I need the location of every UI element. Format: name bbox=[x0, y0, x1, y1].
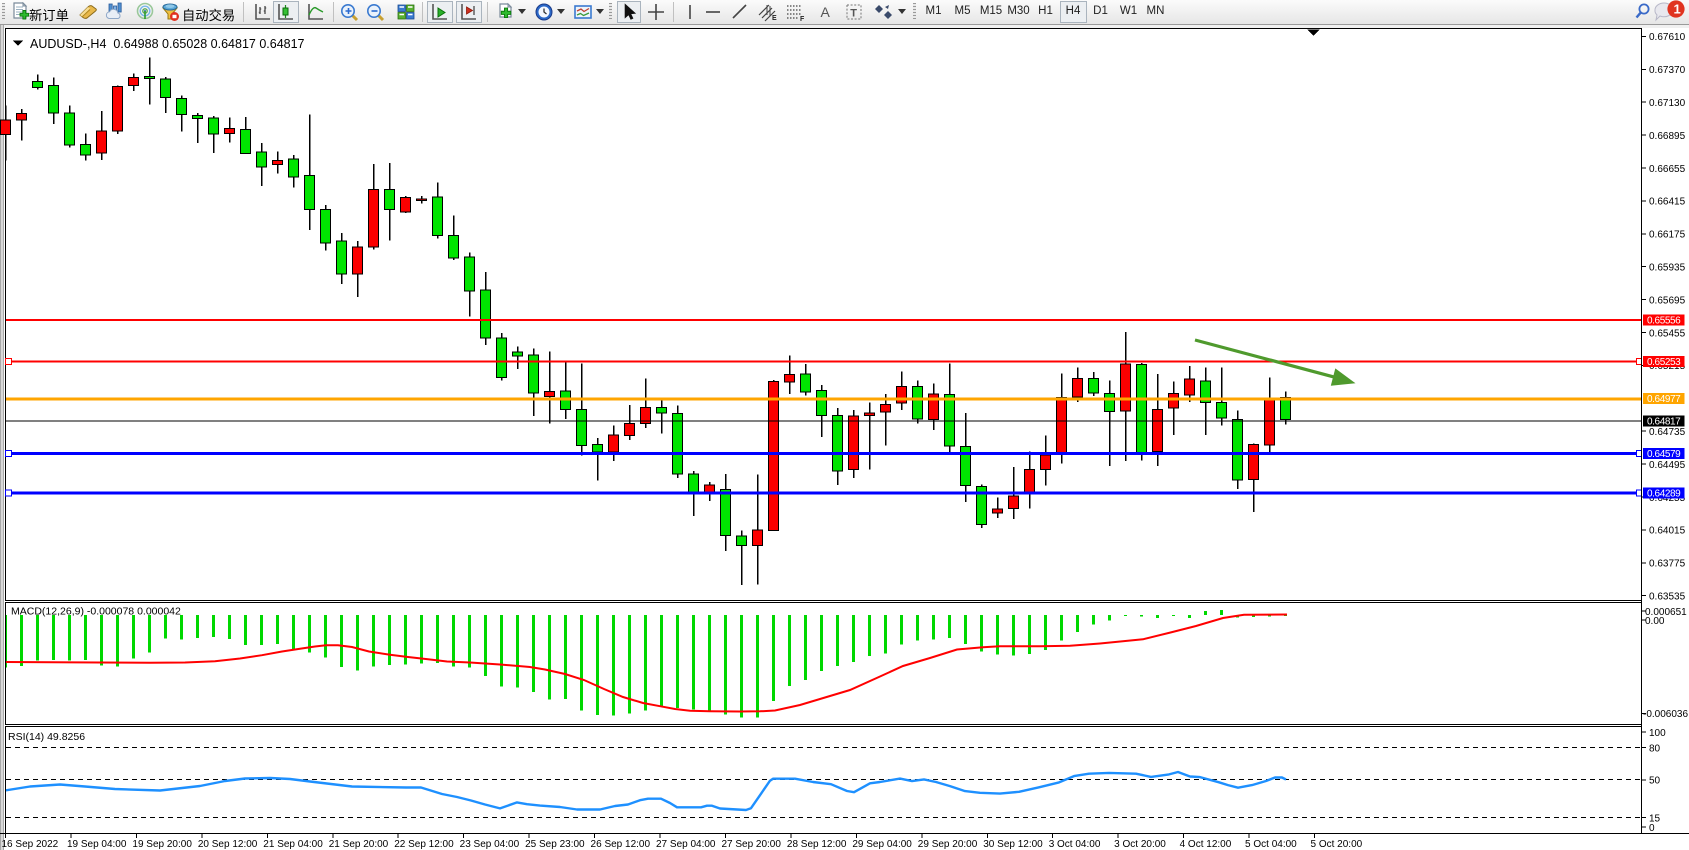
svg-text:MACD(12,26,9) -0.000078 0.0000: MACD(12,26,9) -0.000078 0.000042 bbox=[11, 606, 181, 618]
svg-text:E: E bbox=[772, 15, 777, 22]
svg-text:F: F bbox=[800, 16, 805, 22]
svg-text:AUDUSD-,H4 0.64988 0.65028 0.: AUDUSD-,H4 0.64988 0.65028 0.64817 0.648… bbox=[30, 37, 305, 51]
svg-text:0.67130: 0.67130 bbox=[1649, 98, 1686, 109]
svg-text:0: 0 bbox=[1649, 823, 1655, 834]
svg-text:0.64735: 0.64735 bbox=[1649, 427, 1686, 438]
svg-text:4 Oct 12:00: 4 Oct 12:00 bbox=[1180, 839, 1232, 850]
svg-text:RSI(14) 49.8256: RSI(14) 49.8256 bbox=[8, 731, 85, 743]
svg-text:0.67370: 0.67370 bbox=[1649, 65, 1686, 76]
svg-text:0.66895: 0.66895 bbox=[1649, 131, 1686, 142]
svg-text:0.64817: 0.64817 bbox=[1647, 417, 1681, 428]
svg-text:0.65455: 0.65455 bbox=[1649, 328, 1686, 339]
svg-text:16 Sep 2022: 16 Sep 2022 bbox=[2, 839, 59, 850]
svg-text:29 Sep 20:00: 29 Sep 20:00 bbox=[918, 839, 978, 850]
svg-text:25 Sep 23:00: 25 Sep 23:00 bbox=[525, 839, 585, 850]
svg-text:80: 80 bbox=[1649, 743, 1661, 754]
svg-text:0.65935: 0.65935 bbox=[1649, 263, 1686, 274]
svg-text:29 Sep 04:00: 29 Sep 04:00 bbox=[852, 839, 912, 850]
svg-text:15: 15 bbox=[1649, 813, 1661, 824]
svg-text:27 Sep 20:00: 27 Sep 20:00 bbox=[721, 839, 781, 850]
svg-text:0.00: 0.00 bbox=[1645, 616, 1665, 627]
svg-text:0.64289: 0.64289 bbox=[1647, 489, 1681, 500]
svg-text:5 Oct 20:00: 5 Oct 20:00 bbox=[1311, 839, 1363, 850]
svg-text:22 Sep 12:00: 22 Sep 12:00 bbox=[394, 839, 454, 850]
svg-text:19 Sep 20:00: 19 Sep 20:00 bbox=[132, 839, 192, 850]
svg-text:0.66175: 0.66175 bbox=[1649, 230, 1686, 241]
svg-text:3 Oct 04:00: 3 Oct 04:00 bbox=[1049, 839, 1101, 850]
svg-text:21 Sep 20:00: 21 Sep 20:00 bbox=[329, 839, 389, 850]
svg-text:0.65253: 0.65253 bbox=[1647, 357, 1681, 368]
svg-text:A: A bbox=[821, 4, 831, 20]
svg-text:30 Sep 12:00: 30 Sep 12:00 bbox=[983, 839, 1043, 850]
svg-text:0.65556: 0.65556 bbox=[1647, 316, 1681, 327]
svg-text:0.64015: 0.64015 bbox=[1649, 526, 1686, 537]
svg-text:0.63775: 0.63775 bbox=[1649, 559, 1686, 570]
svg-text:T: T bbox=[850, 8, 857, 20]
svg-text:0.64579: 0.64579 bbox=[1647, 449, 1681, 460]
svg-text:0.64977: 0.64977 bbox=[1647, 394, 1681, 405]
svg-text:0.66415: 0.66415 bbox=[1649, 197, 1686, 208]
svg-text:0.66655: 0.66655 bbox=[1649, 164, 1686, 175]
svg-text:3 Oct 20:00: 3 Oct 20:00 bbox=[1114, 839, 1166, 850]
svg-text:5 Oct 04:00: 5 Oct 04:00 bbox=[1245, 839, 1297, 850]
svg-text:27 Sep 04:00: 27 Sep 04:00 bbox=[656, 839, 716, 850]
svg-text:1: 1 bbox=[1674, 2, 1681, 17]
svg-text:0.000651: 0.000651 bbox=[1645, 607, 1687, 618]
svg-text:20 Sep 12:00: 20 Sep 12:00 bbox=[198, 839, 258, 850]
svg-text:-0.006036: -0.006036 bbox=[1643, 709, 1688, 720]
svg-text:26 Sep 12:00: 26 Sep 12:00 bbox=[591, 839, 651, 850]
svg-text:50: 50 bbox=[1649, 776, 1661, 787]
svg-text:19 Sep 04:00: 19 Sep 04:00 bbox=[67, 839, 127, 850]
svg-text:28 Sep 12:00: 28 Sep 12:00 bbox=[787, 839, 847, 850]
svg-text:0.63535: 0.63535 bbox=[1649, 592, 1686, 603]
svg-text:21 Sep 04:00: 21 Sep 04:00 bbox=[263, 839, 323, 850]
svg-text:0.67610: 0.67610 bbox=[1649, 32, 1686, 43]
svg-text:100: 100 bbox=[1649, 728, 1666, 739]
svg-text:0.64495: 0.64495 bbox=[1649, 460, 1686, 471]
svg-text:23 Sep 04:00: 23 Sep 04:00 bbox=[460, 839, 520, 850]
svg-text:0.65695: 0.65695 bbox=[1649, 295, 1686, 306]
